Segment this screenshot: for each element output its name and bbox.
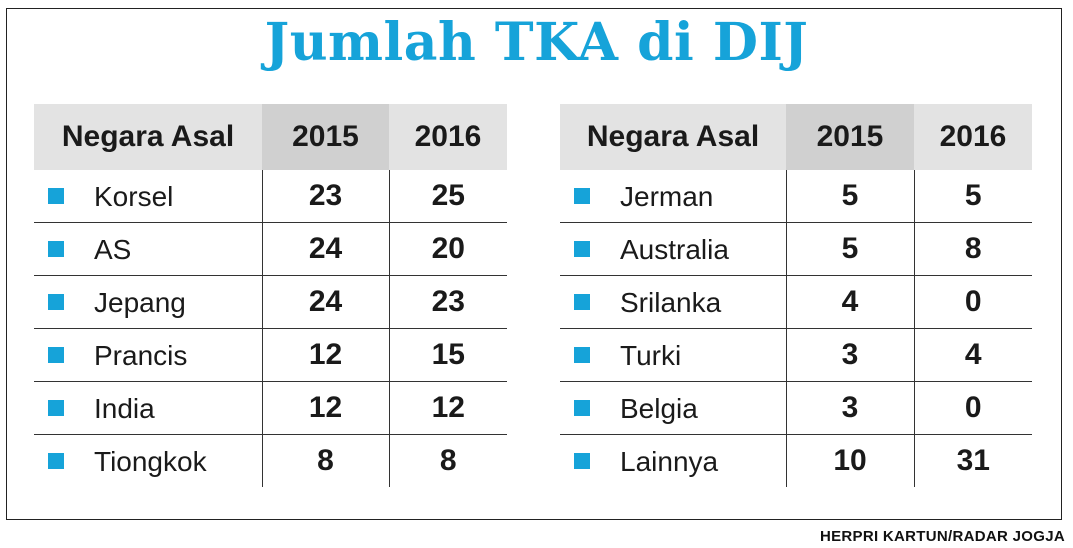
country-cell: Korsel <box>34 170 262 223</box>
country-cell: Lainnya <box>560 435 786 488</box>
square-bullet-icon <box>574 400 590 416</box>
country-cell: Prancis <box>34 328 262 382</box>
table-row: Jerman 5 5 <box>560 170 1032 223</box>
table-row: AS 24 20 <box>34 222 507 276</box>
page-title: Jumlah TKA di DIJ <box>264 12 809 73</box>
country-cell: India <box>34 381 262 435</box>
square-bullet-icon <box>574 347 590 363</box>
country-name: Jepang <box>94 287 186 318</box>
infographic-frame <box>6 8 1062 520</box>
table-row: Turki 3 4 <box>560 328 1032 382</box>
table-row: Lainnya 10 31 <box>560 434 1032 488</box>
square-bullet-icon <box>574 294 590 310</box>
country-cell: Jerman <box>560 170 786 223</box>
country-cell: Belgia <box>560 381 786 435</box>
value-2015: 3 <box>785 328 914 382</box>
header-negara-asal: Negara Asal <box>34 104 262 170</box>
value-2016: 5 <box>913 170 1032 223</box>
value-2016: 15 <box>388 328 507 382</box>
country-name: Australia <box>620 234 729 265</box>
value-2016: 0 <box>913 275 1032 329</box>
country-name: Prancis <box>94 340 188 371</box>
square-bullet-icon <box>574 241 590 257</box>
value-2015: 12 <box>261 328 389 382</box>
value-2016: 20 <box>388 222 507 276</box>
header-2015: 2015 <box>786 104 914 170</box>
country-name: Srilanka <box>620 287 722 318</box>
value-2016: 8 <box>913 222 1032 276</box>
country-name: Belgia <box>620 393 698 424</box>
value-2015: 24 <box>261 222 389 276</box>
header-2016: 2016 <box>389 104 507 170</box>
square-bullet-icon <box>48 453 64 469</box>
value-2015: 3 <box>785 381 914 435</box>
header-negara-asal: Negara Asal <box>560 104 786 170</box>
table-row: India 12 12 <box>34 381 507 435</box>
value-2015: 12 <box>261 381 389 435</box>
country-cell: AS <box>34 222 262 276</box>
square-bullet-icon <box>48 294 64 310</box>
table-row: Srilanka 4 0 <box>560 275 1032 329</box>
value-2016: 31 <box>913 434 1032 487</box>
value-2015: 4 <box>785 275 914 329</box>
country-name: Korsel <box>94 181 174 212</box>
value-2016: 8 <box>388 434 507 487</box>
square-bullet-icon <box>574 453 590 469</box>
country-name: AS <box>94 234 132 265</box>
square-bullet-icon <box>48 241 64 257</box>
table-row: Jepang 24 23 <box>34 275 507 329</box>
value-2016: 4 <box>913 328 1032 382</box>
tka-table-left: Negara Asal 2015 2016 Korsel 23 25 AS 24 20 Je… <box>34 104 507 487</box>
tka-table-right: Negara Asal 2015 2016 Jerman 5 5 Australia 5… <box>560 104 1032 487</box>
value-2016: 0 <box>913 381 1032 435</box>
header-2016: 2016 <box>914 104 1032 170</box>
value-2015: 23 <box>261 170 389 223</box>
country-name: India <box>94 393 155 424</box>
table-row: Tiongkok 8 8 <box>34 434 507 488</box>
square-bullet-icon <box>574 188 590 204</box>
value-2015: 24 <box>261 275 389 329</box>
table-row: Australia 5 8 <box>560 222 1032 276</box>
country-cell: Australia <box>560 222 786 276</box>
header-2015: 2015 <box>262 104 389 170</box>
value-2015: 8 <box>261 434 389 487</box>
country-name: Turki <box>620 340 682 371</box>
table-row: Korsel 23 25 <box>34 170 507 223</box>
value-2016: 12 <box>388 381 507 435</box>
country-name: Tiongkok <box>94 446 207 477</box>
country-name: Jerman <box>620 181 714 212</box>
square-bullet-icon <box>48 400 64 416</box>
value-2015: 5 <box>785 170 914 223</box>
photo-credit: HERPRI KARTUN/RADAR JOGJA <box>819 528 1065 545</box>
value-2015: 10 <box>785 434 914 487</box>
table-row: Belgia 3 0 <box>560 381 1032 435</box>
country-cell: Jepang <box>34 275 262 329</box>
value-2016: 25 <box>388 170 507 223</box>
country-cell: Srilanka <box>560 275 786 329</box>
square-bullet-icon <box>48 347 64 363</box>
table-header-row: Negara Asal 2015 2016 <box>34 104 507 170</box>
square-bullet-icon <box>48 188 64 204</box>
value-2015: 5 <box>785 222 914 276</box>
country-cell: Turki <box>560 328 786 382</box>
table-header-row: Negara Asal 2015 2016 <box>560 104 1032 170</box>
value-2016: 23 <box>388 275 507 329</box>
country-cell: Tiongkok <box>34 435 262 488</box>
table-row: Prancis 12 15 <box>34 328 507 382</box>
country-name: Lainnya <box>620 446 719 477</box>
